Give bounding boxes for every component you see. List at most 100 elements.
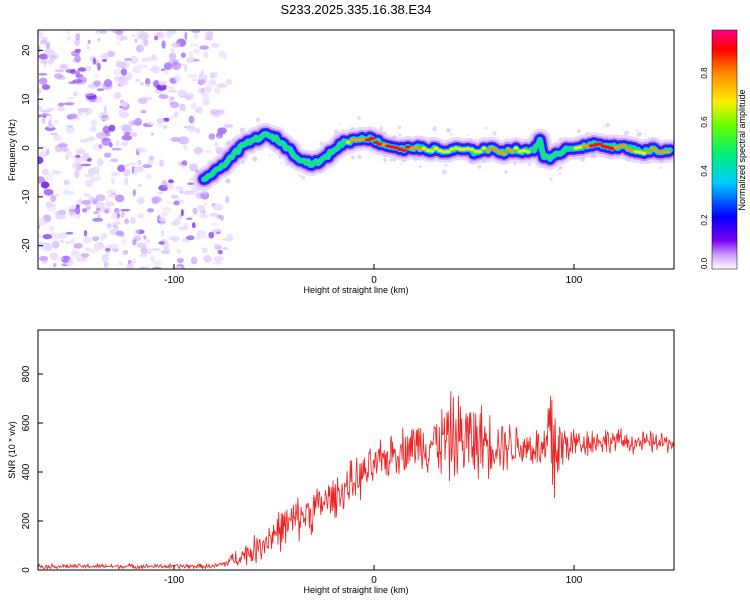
noise-blob <box>74 206 81 215</box>
noise-blob <box>124 218 130 225</box>
ridge-peak <box>497 151 503 155</box>
noise-blob <box>157 191 164 195</box>
snr-panel: -100 0 100 0 200 400 600 800 Height of s… <box>7 329 675 595</box>
noise-blob <box>527 162 531 166</box>
noise-blob <box>66 125 74 128</box>
noise-blob <box>178 226 188 231</box>
noise-blob <box>102 125 111 134</box>
noise-blob <box>66 36 72 41</box>
noise-blob <box>212 261 223 265</box>
noise-blob <box>210 111 220 116</box>
noise-blob <box>186 125 196 132</box>
noise-blob <box>186 235 195 241</box>
noise-blob <box>140 81 144 86</box>
noise-blob <box>162 206 172 212</box>
y-tick-label: -20 <box>21 238 32 253</box>
noise-blob <box>156 215 161 224</box>
ridge-peak <box>357 138 363 142</box>
noise-blob <box>193 147 204 155</box>
ridge-peak <box>477 149 483 154</box>
noise-blob <box>101 232 108 239</box>
noise-blob <box>113 92 121 100</box>
x-tick-label: -100 <box>164 275 184 286</box>
noise-blob <box>121 124 131 133</box>
noise-blob <box>181 106 187 112</box>
noise-blob <box>172 218 181 226</box>
noise-blob <box>38 176 46 184</box>
noise-blob <box>224 52 227 61</box>
noise-blob <box>398 133 402 137</box>
noise-blob <box>113 226 120 230</box>
noise-blob <box>92 217 104 222</box>
noise-blob <box>122 168 131 177</box>
noise-blob <box>107 50 115 58</box>
noise-blob <box>105 201 115 207</box>
noise-blob <box>69 204 78 209</box>
colorbar-ticks: 0.0 0.2 0.4 0.6 0.8 <box>700 67 709 269</box>
noise-blob <box>115 30 124 35</box>
noise-blob <box>188 115 195 124</box>
noise-blob <box>94 73 99 79</box>
colorbar-label: Normalized spectral amplitude <box>737 89 747 210</box>
noise-blob <box>87 39 91 45</box>
noise-blob <box>110 212 122 221</box>
ridge-peak <box>481 146 487 150</box>
spectrogram-marks <box>38 30 674 269</box>
noise-blob <box>192 59 200 62</box>
noise-blob <box>183 190 195 195</box>
noise-blob <box>208 231 215 239</box>
noise-blob <box>171 42 181 48</box>
noise-blob <box>224 122 230 129</box>
noise-blob <box>68 208 76 213</box>
noise-blob <box>216 83 228 88</box>
noise-blob <box>208 79 217 86</box>
noise-blob <box>132 65 142 74</box>
noise-blob <box>41 145 47 150</box>
noise-blob <box>186 217 193 221</box>
ridge-peak <box>629 149 635 153</box>
noise-blob <box>180 209 184 217</box>
noise-blob <box>142 164 152 169</box>
noise-blob <box>111 147 123 151</box>
ridge-peak <box>465 147 471 151</box>
noise-blob <box>83 193 92 197</box>
noise-blob <box>205 150 213 154</box>
noise-blob <box>121 134 133 141</box>
noise-blob <box>189 43 199 47</box>
noise-blob <box>467 134 469 137</box>
noise-blob <box>77 67 88 72</box>
noise-blob <box>38 217 47 226</box>
ridge-peak <box>449 147 455 151</box>
noise-blob <box>51 170 61 175</box>
noise-blob <box>590 157 593 160</box>
noise-blob <box>146 174 152 180</box>
noise-blob <box>141 57 151 62</box>
noise-blob <box>74 48 81 53</box>
noise-blob <box>173 239 178 243</box>
noise-blob <box>123 57 132 61</box>
noise-blob <box>40 113 51 117</box>
noise-blob <box>301 175 306 180</box>
ridge-peak <box>489 146 495 150</box>
ridge-peak <box>349 138 355 142</box>
noise-blob <box>216 231 221 235</box>
x-tick-label: 100 <box>566 275 583 286</box>
noise-blob <box>79 139 90 143</box>
noise-blob <box>605 122 611 128</box>
noise-blob <box>444 163 448 167</box>
ridge-peak <box>577 145 583 149</box>
noise-blob <box>111 177 115 185</box>
x-tick-label: 0 <box>371 275 377 286</box>
noise-blob <box>184 31 188 40</box>
noise-blob <box>441 169 447 175</box>
noise-blob <box>181 164 186 169</box>
noise-blob <box>161 180 168 188</box>
noise-blob <box>113 68 122 76</box>
noise-blob <box>549 178 553 181</box>
snr-series-line <box>38 391 674 570</box>
colorbar-tick-label: 0.2 <box>700 214 709 226</box>
ridge-peak <box>441 150 447 154</box>
noise-blob <box>168 236 180 241</box>
noise-blob <box>201 247 208 254</box>
noise-blob <box>193 48 201 54</box>
